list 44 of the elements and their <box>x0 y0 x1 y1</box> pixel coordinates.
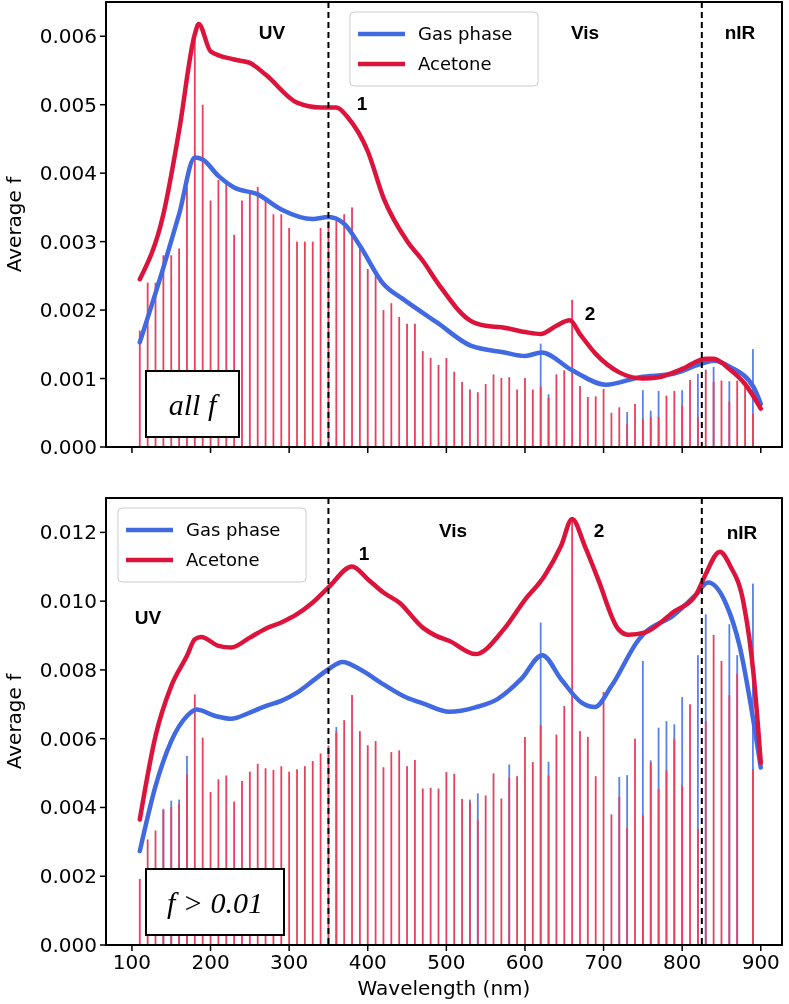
legend-label: Acetone <box>186 549 260 571</box>
y-tick-label: 0.000 <box>39 933 97 957</box>
x-axis-title: Wavelength (nm) <box>357 976 531 1000</box>
annotation: Vis <box>570 21 600 43</box>
annotation: nIR <box>726 521 758 543</box>
x-tick-label: 700 <box>584 950 623 974</box>
y-axis-title: Average f <box>2 672 26 770</box>
label-box: all f <box>145 370 240 438</box>
y-axis-title: Average f <box>2 175 26 273</box>
x-tick-label: 200 <box>191 950 230 974</box>
legend-label: Gas phase <box>186 519 281 541</box>
y-tick-label: 0.002 <box>39 298 97 323</box>
annotation: 1 <box>358 542 370 564</box>
y-tick-label: 0.000 <box>39 435 97 459</box>
annotation: Vis <box>438 519 468 541</box>
legend-label: Gas phase <box>418 23 513 45</box>
y-tick-label: 0.001 <box>39 366 97 391</box>
y-tick-label: 0.006 <box>39 24 97 49</box>
y-tick-label: 0.003 <box>39 229 97 254</box>
annotation: UV <box>134 606 162 628</box>
legend-label: Acetone <box>418 53 492 75</box>
y-tick-label: 0.006 <box>39 726 97 751</box>
annotation: all f <box>168 387 220 421</box>
y-tick-label: 0.008 <box>39 657 97 682</box>
y-tick-label: 0.004 <box>39 161 97 186</box>
y-tick-label: 0.010 <box>39 589 97 614</box>
x-tick-label: 600 <box>505 950 545 974</box>
annotation: nIR <box>724 21 756 43</box>
x-tick-label: 900 <box>741 950 780 974</box>
x-tick-label: 500 <box>427 950 466 974</box>
annotation: f > 0.01 <box>166 885 264 919</box>
y-tick-label: 0.002 <box>39 864 97 889</box>
annotation: 2 <box>593 519 605 541</box>
x-tick-label: 300 <box>270 950 309 974</box>
annotation: 2 <box>584 302 596 324</box>
x-tick-label: 800 <box>663 950 702 974</box>
y-tick-label: 0.004 <box>39 795 97 820</box>
annotation: UV <box>258 21 286 43</box>
y-tick-label: 0.012 <box>39 520 97 545</box>
label-box: f > 0.01 <box>145 868 285 936</box>
x-tick-label: 100 <box>112 950 152 974</box>
y-tick-label: 0.005 <box>39 92 97 117</box>
annotation: 1 <box>356 92 368 114</box>
x-tick-label: 400 <box>348 950 387 974</box>
